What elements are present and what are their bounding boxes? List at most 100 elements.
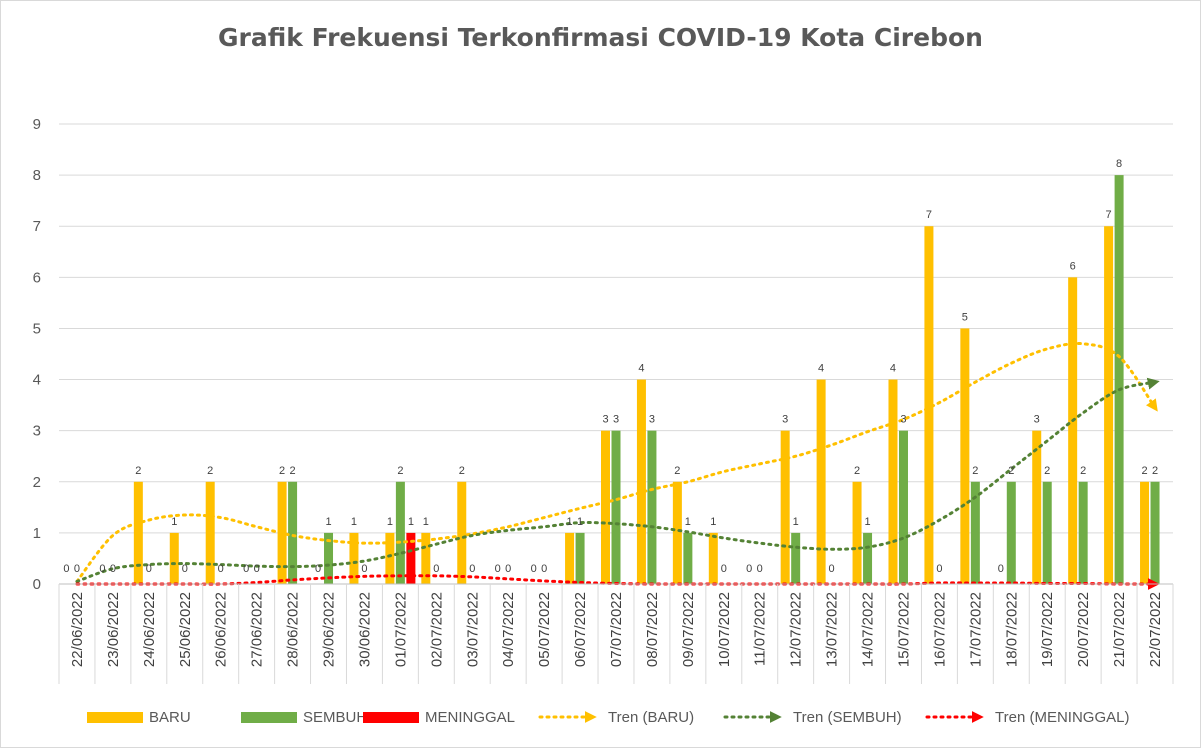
data-label: 0 (63, 563, 69, 575)
x-tick-label: 05/07/2022 (536, 592, 553, 667)
data-label: 2 (290, 465, 296, 477)
data-label: 3 (900, 414, 906, 426)
x-tick-label: 07/07/2022 (608, 592, 625, 667)
x-tick-label: 21/07/2022 (1111, 592, 1128, 667)
data-label: 4 (890, 363, 896, 375)
legend-label: Tren (SEMBUH) (793, 708, 902, 726)
bar-baru (708, 532, 718, 584)
bar-baru (780, 430, 790, 584)
y-tick-label: 7 (33, 218, 41, 235)
data-label: 1 (171, 516, 177, 528)
data-label: 6 (1070, 260, 1076, 272)
legend-label: SEMBUH (303, 708, 368, 726)
data-label: 0 (361, 563, 367, 575)
x-tick-label: 24/06/2022 (141, 592, 158, 667)
data-label: 5 (962, 311, 968, 323)
legend-bar-sembuh: SEMBUH (241, 705, 367, 729)
data-label: 2 (207, 465, 213, 477)
data-label: 1 (325, 516, 331, 528)
x-tick-label: 03/07/2022 (464, 592, 481, 667)
y-tick-label: 3 (33, 423, 41, 440)
x-tick-label: 17/07/2022 (967, 592, 984, 667)
bar-sembuh (395, 481, 405, 584)
x-tick-label: 06/07/2022 (572, 592, 589, 667)
bar-sembuh (1114, 175, 1124, 584)
bar-baru (960, 328, 970, 584)
legend-label: BARU (149, 708, 191, 726)
bar-baru (421, 532, 431, 584)
bar-baru (133, 481, 143, 584)
bar-sembuh (863, 532, 873, 584)
data-label: 2 (674, 465, 680, 477)
y-tick-label: 1 (33, 525, 41, 542)
data-label: 0 (182, 563, 188, 575)
bar-baru (1104, 226, 1114, 584)
data-label: 2 (1152, 465, 1158, 477)
bar-sembuh (288, 481, 298, 584)
bar-sembuh (575, 532, 585, 584)
data-label: 0 (531, 563, 537, 575)
x-tick-label: 02/07/2022 (428, 592, 445, 667)
chart-legend: BARU SEMBUH MENINGGAL Tren (BARU) Tren (SEMB… (1, 705, 1200, 729)
bar-sembuh (1006, 481, 1016, 584)
data-label: 4 (818, 363, 824, 375)
y-tick-label: 8 (33, 167, 41, 184)
x-tick-label: 18/07/2022 (1003, 592, 1020, 667)
bar-sembuh (791, 532, 801, 584)
x-tick-label: 11/07/2022 (752, 592, 769, 666)
x-tick-label: 16/07/2022 (931, 592, 948, 667)
y-tick-label: 0 (33, 576, 41, 593)
bar-baru (601, 430, 610, 584)
bar-baru (169, 532, 179, 584)
bar-sembuh (1150, 481, 1160, 584)
legend-line (925, 711, 984, 723)
bar-baru (1068, 277, 1078, 584)
data-label: 0 (254, 563, 260, 575)
bar-baru (816, 379, 826, 584)
y-tick-label: 6 (33, 269, 41, 286)
x-tick-label: 26/06/2022 (213, 592, 230, 667)
bar-sembuh (898, 430, 908, 584)
bar-baru (349, 532, 359, 584)
legend-trend-baru: Tren (BARU) (538, 705, 694, 729)
legend-line (723, 711, 782, 723)
bar-sembuh (611, 430, 621, 584)
x-tick-label: 01/07/2022 (392, 592, 409, 667)
data-label: 0 (541, 563, 547, 575)
data-label: 2 (459, 465, 465, 477)
legend-label: Tren (MENINGGAL) (995, 708, 1130, 726)
data-label: 0 (433, 563, 439, 575)
data-label: 2 (972, 465, 978, 477)
data-label: 0 (74, 563, 80, 575)
data-label: 0 (315, 563, 321, 575)
bar-sembuh (1042, 481, 1052, 584)
x-tick-label: 10/07/2022 (716, 592, 733, 667)
data-label: 1 (864, 516, 870, 528)
x-tick-label: 15/07/2022 (895, 592, 912, 667)
data-label: 0 (505, 563, 511, 575)
bar-sembuh (683, 532, 693, 584)
legend-trend-sembuh: Tren (SEMBUH) (723, 705, 902, 729)
bar-baru (672, 481, 682, 584)
data-label: 2 (1008, 465, 1014, 477)
data-label: 2 (1044, 465, 1050, 477)
data-label: 1 (351, 516, 357, 528)
x-tick-label: 29/06/2022 (321, 592, 338, 667)
bar-baru (852, 481, 862, 584)
x-tick-label: 22/07/2022 (1147, 592, 1164, 667)
legend-line (538, 711, 597, 723)
legend-label: MENINGGAL (425, 708, 516, 726)
y-tick-label: 4 (33, 372, 41, 389)
legend-bar-meninggal: MENINGGAL (363, 705, 515, 729)
bar-sembuh (970, 481, 980, 584)
legend-trend-meninggal: Tren (MENINGGAL) (925, 705, 1129, 729)
trend-baru (75, 341, 1158, 583)
x-tick-label: 25/06/2022 (177, 592, 194, 667)
data-label: 0 (495, 563, 501, 575)
x-tick-label: 09/07/2022 (680, 592, 697, 667)
bar-baru (924, 226, 934, 584)
x-tick-label: 08/07/2022 (644, 592, 661, 667)
data-label: 0 (218, 563, 224, 575)
data-label: 3 (782, 414, 788, 426)
